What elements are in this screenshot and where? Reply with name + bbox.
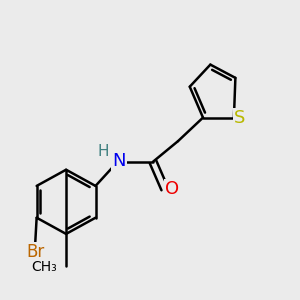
Text: CH₃: CH₃ [32,260,57,274]
Text: S: S [234,109,245,127]
Text: O: O [165,180,179,198]
Text: Br: Br [26,243,44,261]
Text: N: N [112,152,126,170]
Text: H: H [98,144,109,159]
